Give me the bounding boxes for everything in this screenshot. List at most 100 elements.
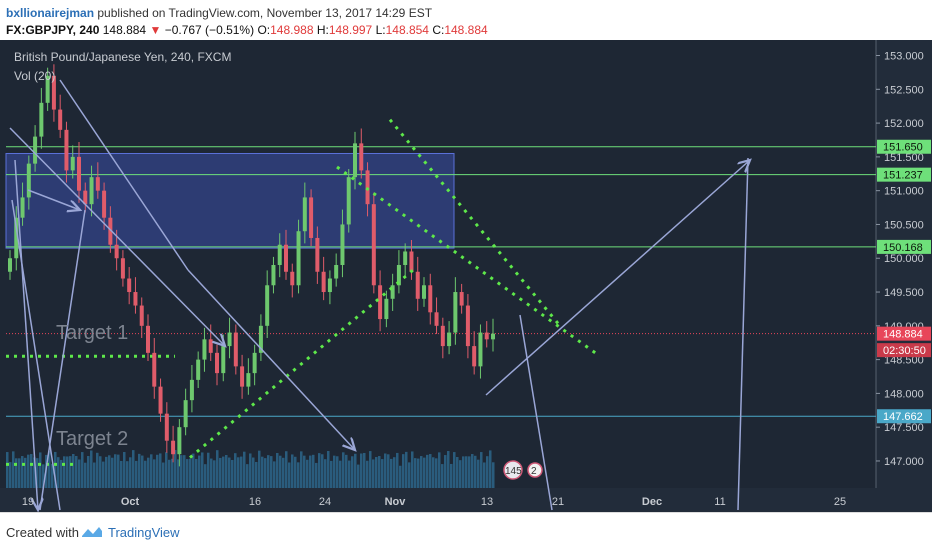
low-value: 148.854: [385, 23, 429, 37]
volume-bar: [444, 455, 447, 488]
tradingview-brand[interactable]: TradingView: [108, 525, 180, 540]
candle-body: [64, 129, 69, 171]
volume-bar: [144, 460, 147, 488]
close-label: C:: [432, 23, 445, 37]
volume-bar: [399, 465, 402, 488]
volume-bar: [471, 454, 474, 488]
volume-bar: [87, 456, 90, 488]
candle-body: [120, 258, 125, 279]
drawn-arrow: [519, 314, 553, 511]
candle-body: [133, 292, 138, 306]
x-tick-label: 11: [714, 496, 725, 508]
volume-bar: [276, 453, 279, 488]
dotted-trendline: [189, 267, 416, 459]
volume-bar: [183, 455, 186, 488]
volume-bar: [129, 457, 132, 488]
candle-body: [346, 177, 351, 225]
candle-body: [353, 143, 357, 178]
volume-bar: [96, 452, 99, 488]
author-link[interactable]: bxllionairejman: [6, 6, 95, 20]
volume-bar: [408, 462, 411, 488]
volume-bar: [135, 460, 138, 488]
candle-body: [240, 366, 245, 387]
volume-bar: [321, 454, 324, 488]
volume-bar: [255, 461, 258, 488]
volume-bar: [57, 457, 60, 488]
volume-bar: [201, 452, 204, 488]
candle-body: [14, 217, 19, 259]
volume-bar: [168, 459, 171, 488]
volume-bar: [300, 451, 303, 488]
candle-body: [447, 332, 452, 347]
volume-bar: [51, 463, 54, 488]
candle-body: [415, 271, 420, 299]
volume-bar: [63, 456, 66, 488]
volume-bar: [477, 459, 480, 488]
volume-bar: [228, 457, 231, 488]
volume-bar: [270, 456, 273, 488]
last-price: 148.884: [102, 23, 147, 37]
x-tick-label: 25: [834, 496, 846, 508]
candle-body: [127, 278, 132, 293]
volume-bar: [210, 458, 213, 488]
candle-body: [164, 413, 169, 441]
price-label-box: [877, 343, 931, 358]
volume-bar: [288, 462, 291, 488]
low-label: L:: [375, 23, 386, 37]
candle-body: [390, 285, 395, 299]
candle-body: [277, 244, 282, 265]
candle-body: [196, 359, 201, 380]
volume-bar: [108, 455, 111, 488]
volume-bar: [366, 460, 369, 488]
candle-body: [434, 312, 439, 326]
volume-bar: [315, 462, 318, 488]
volume-bar: [285, 451, 288, 488]
volume-bar: [474, 455, 477, 488]
y-tick-label: 148.000: [884, 388, 924, 400]
x-tick-label: 16: [249, 496, 261, 508]
volume-bar: [312, 454, 315, 488]
volume-bar: [375, 457, 378, 488]
candle-body: [290, 271, 295, 286]
volume-bar: [159, 453, 162, 488]
volume-bar: [123, 452, 126, 488]
y-tick-label: 149.500: [884, 287, 924, 299]
volume-bar: [171, 458, 174, 488]
volume-bar: [138, 453, 141, 488]
candle-body: [384, 298, 389, 320]
volume-bar: [423, 457, 426, 488]
candle-body: [378, 285, 383, 320]
candle-body: [146, 325, 150, 353]
volume-bar: [237, 457, 240, 488]
open-label: O:: [257, 23, 271, 37]
y-tick-label: 152.000: [884, 118, 924, 130]
volume-bar: [15, 458, 18, 488]
volume-bar: [39, 452, 42, 488]
candle-body: [309, 197, 314, 238]
volume-bar: [36, 458, 39, 488]
volume-bar: [12, 451, 15, 488]
candle-body: [227, 332, 232, 347]
volume-bar: [147, 457, 150, 488]
ideas-badge-2: [527, 462, 543, 478]
target2-label: Target 2: [56, 428, 128, 450]
price-chart[interactable]: British Pound/Japanese Yen, 240, FXCM Vol…: [0, 40, 932, 512]
volume-bar: [357, 464, 360, 488]
volume-bar: [60, 459, 63, 488]
volume-label: Vol (20): [14, 69, 55, 83]
volume-bar: [249, 453, 252, 488]
price-label-text: 151.237: [883, 170, 923, 182]
volume-bar: [141, 455, 144, 488]
drawn-arrow: [59, 79, 189, 271]
volume-bar: [150, 454, 153, 488]
volume-bar: [252, 457, 255, 488]
candle-body: [491, 333, 495, 340]
chart-area[interactable]: British Pound/Japanese Yen, 240, FXCM Vol…: [0, 40, 932, 512]
candle-body: [33, 136, 38, 164]
volume-bar: [483, 462, 486, 488]
volume-bar: [426, 454, 429, 488]
down-arrow-icon: ▼: [149, 23, 162, 37]
volume-bar: [207, 452, 210, 488]
candles: [8, 64, 495, 467]
volume-bar: [480, 452, 483, 488]
